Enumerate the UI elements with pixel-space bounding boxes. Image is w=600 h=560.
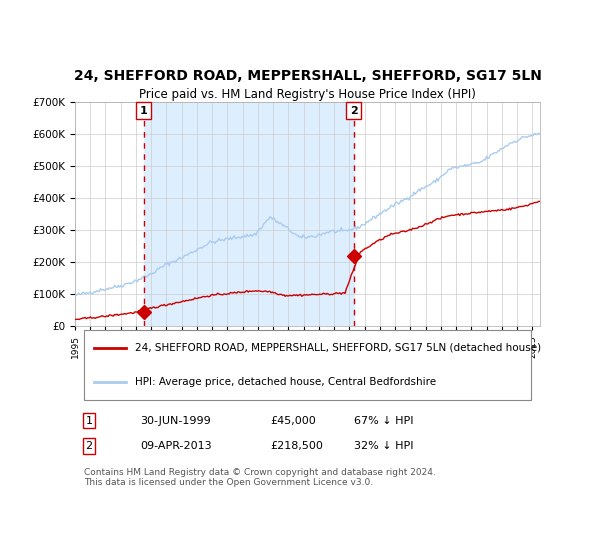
Text: 1: 1 (140, 106, 148, 116)
Text: Price paid vs. HM Land Registry's House Price Index (HPI): Price paid vs. HM Land Registry's House … (139, 88, 476, 101)
Text: HPI: Average price, detached house, Central Bedfordshire: HPI: Average price, detached house, Cent… (136, 377, 437, 387)
Text: 1: 1 (85, 416, 92, 426)
Text: 32% ↓ HPI: 32% ↓ HPI (354, 441, 413, 451)
Text: 2: 2 (350, 106, 358, 116)
Text: 67% ↓ HPI: 67% ↓ HPI (354, 416, 413, 426)
Text: 24, SHEFFORD ROAD, MEPPERSHALL, SHEFFORD, SG17 5LN: 24, SHEFFORD ROAD, MEPPERSHALL, SHEFFORD… (74, 69, 541, 83)
Text: 2: 2 (85, 441, 92, 451)
FancyBboxPatch shape (84, 330, 531, 400)
Text: £218,500: £218,500 (270, 441, 323, 451)
Text: 09-APR-2013: 09-APR-2013 (140, 441, 212, 451)
Text: £45,000: £45,000 (270, 416, 316, 426)
Text: 24, SHEFFORD ROAD, MEPPERSHALL, SHEFFORD, SG17 5LN (detached house): 24, SHEFFORD ROAD, MEPPERSHALL, SHEFFORD… (136, 343, 542, 353)
Bar (143, 102, 353, 326)
Text: Contains HM Land Registry data © Crown copyright and database right 2024.
This d: Contains HM Land Registry data © Crown c… (84, 468, 436, 487)
Text: 30-JUN-1999: 30-JUN-1999 (140, 416, 211, 426)
